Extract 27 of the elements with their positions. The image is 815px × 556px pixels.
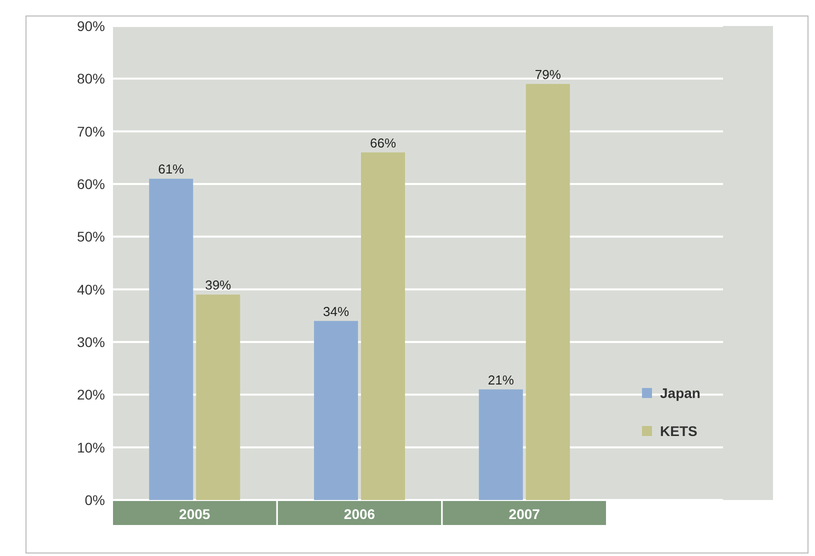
bar xyxy=(478,389,523,500)
bar xyxy=(196,294,240,500)
y-tick-label: 70% xyxy=(76,123,105,140)
text: 21% xyxy=(488,372,514,388)
bar xyxy=(526,84,570,500)
y-tick-label: 40% xyxy=(76,281,105,298)
y-tick-label: 50% xyxy=(76,228,105,245)
y-tick-label: 0% xyxy=(84,492,105,508)
text: 39% xyxy=(205,278,232,293)
y-tick-label: 80% xyxy=(76,70,105,87)
y-tick-label: 10% xyxy=(76,439,105,456)
y-tick-label: 60% xyxy=(76,176,105,192)
legend-label: Japan xyxy=(660,385,700,401)
bar xyxy=(314,320,358,500)
text: 79% xyxy=(534,66,561,82)
y-tick-label: 20% xyxy=(76,386,105,403)
legend-label: KETS xyxy=(660,423,698,439)
bar xyxy=(361,152,405,500)
text: 34% xyxy=(322,304,350,319)
x-tick-label: 2005 xyxy=(179,506,210,522)
y-tick-label: 90% xyxy=(76,18,105,34)
x-tick-label: 2007 xyxy=(508,506,540,522)
text: 61% xyxy=(158,162,184,177)
x-tick-label: 2006 xyxy=(344,506,376,522)
bar xyxy=(149,178,194,500)
y-tick-label: 30% xyxy=(76,334,105,350)
text: 66% xyxy=(370,135,396,150)
